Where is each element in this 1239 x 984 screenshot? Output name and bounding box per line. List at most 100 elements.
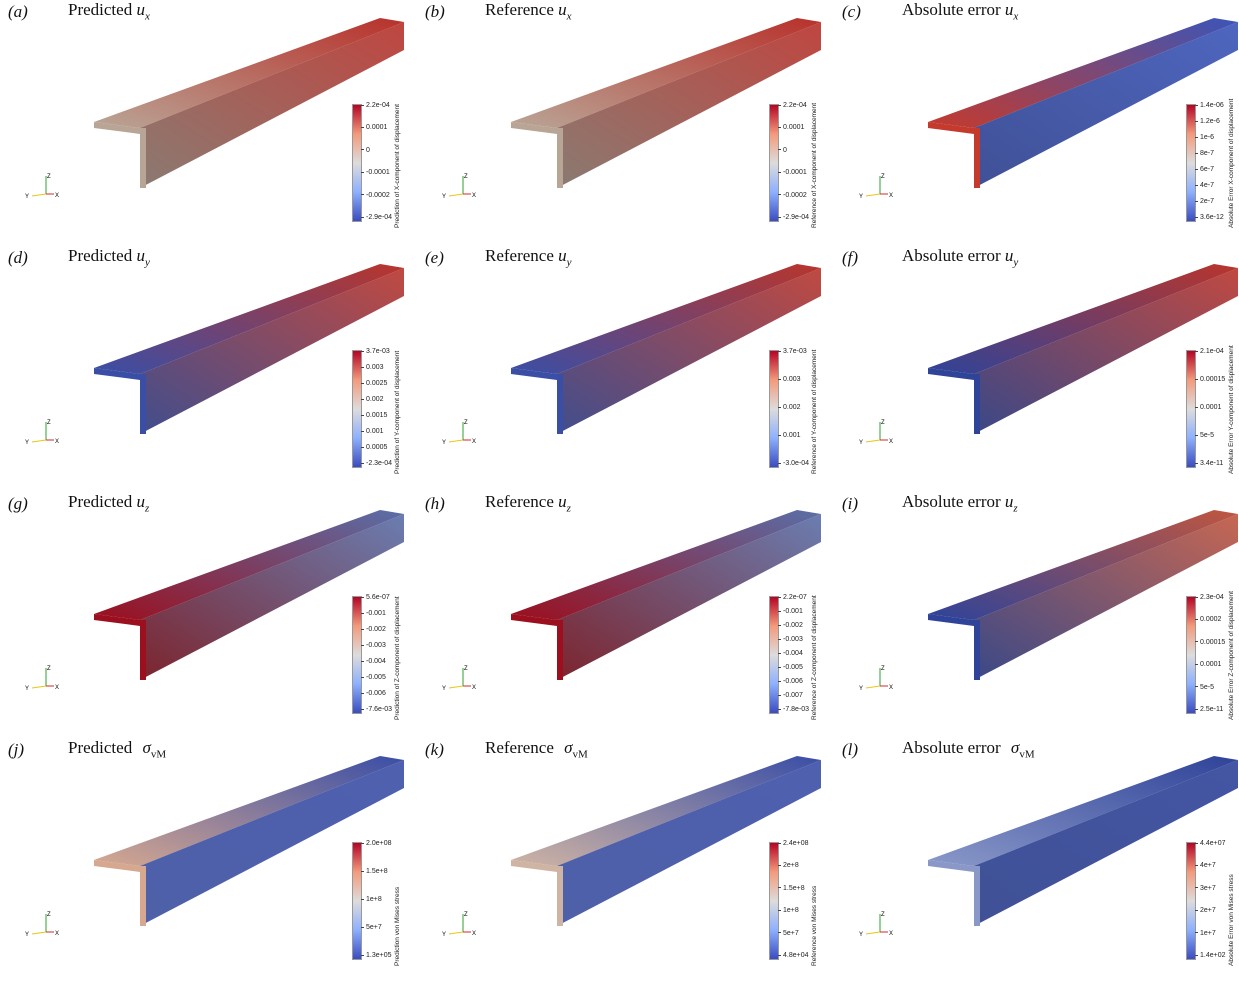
colorbar-tick-label: -3.0e-04 [778,460,809,468]
panel-title: Reference σvM [485,738,588,760]
panel-j: (j) Predicted σvM Z Y X 2.0e+08 1.5e+8 1e+8 5e+7… [0,738,413,984]
colorbar-title: Reference of Z-component of displacement [811,595,818,720]
colorbar-tick-label: 2.2e-07 [778,594,807,602]
panel-title: Absolute error uz [902,492,1018,514]
axis-label-x: X [889,439,893,445]
beam-render [511,510,821,680]
colorbar-tick-label: 3.7e-03 [778,348,807,356]
beam-end-web [140,374,146,434]
colorbar-ticks: 2.3e-04 0.0002 0.00015 0.0001 5e-5 2.5e-11 [1195,594,1235,714]
beam-end-flange [94,860,140,872]
panel-f: (f) Absolute error uy Z Y X 2.1e-04 0.00015 0.0… [834,246,1239,492]
colorbar-title: Absolute Error X-component of displaceme… [1228,98,1235,228]
beam-flange-top [511,510,821,620]
beam-end-flange [94,614,140,626]
panel-label: (e) [425,248,444,267]
axis-label-y: Y [859,440,863,446]
colorbar-ticks: 4.4e+07 4e+7 3e+7 2e+7 1e+7 1.4e+02 [1195,840,1235,960]
panel-title-text: Absolute error [902,246,1005,265]
colorbar-ticks: 2.1e-04 0.00015 0.0001 5e-5 3.4e-11 [1195,348,1235,468]
beam-web-side [557,268,821,434]
colorbar-tick-label: 8e-7 [1195,150,1214,158]
orientation-axes: Z Y X [25,420,59,446]
colorbar-tick-label: 3.6e-12 [1195,214,1224,222]
colorbar-tick-label: -0.004 [778,650,803,658]
panel-title-quantity: uy [558,246,572,269]
beam-web-side [140,22,404,188]
colorbar-tick-label: 5e-5 [1195,684,1214,692]
colorbar-title: Absolute Error Z-component of displaceme… [1228,591,1235,720]
colorbar-tick-label: 0.003 [778,376,801,384]
orientation-axes: Z Y X [859,174,893,200]
beam-end-flange [94,368,140,380]
colorbar-tick-label: 1e+8 [361,896,382,904]
panel-h: (h) Reference uz Z Y X 2.2e-07 -0.001 -0.002 -0.… [417,492,830,738]
colorbar-tick-label: 0.002 [778,404,801,412]
panel-title-quantity: σvM [564,738,588,761]
panel-title: Absolute error σvM [902,738,1035,760]
colorbar-tick-label: -0.0001 [361,169,390,177]
panel-title: Predicted uz [68,492,149,514]
beam-flange-top [511,756,821,866]
orientation-axes: Z Y X [859,420,893,446]
panel-title-text: Reference [485,246,559,265]
axis-label-x: X [889,685,893,691]
colorbar-tick-label: 2e+8 [778,862,799,870]
colorbar-tick-label: 0 [361,147,370,155]
colorbar-tick-label: 0.003 [361,364,384,372]
panel-label: (c) [842,2,861,21]
colorbar-ticks: 1.4e-06 1.2e-6 1e-6 8e-7 6e-7 4e-7 2e-7 3.6e-12 [1195,102,1235,222]
beam-end-web [140,128,146,188]
colorbar-ticks: 3.7e-03 0.003 0.0025 0.002 0.0015 0.001 0.0005… [361,348,401,468]
colorbar-title: Prediction of Z-component of displacemen… [394,596,401,720]
panel-g: (g) Predicted uz Z Y X 5.6e-07 -0.001 -0.002 -0.… [0,492,413,738]
beam-web-side [557,22,821,188]
beam-web-side [974,268,1238,434]
colorbar-tick-label: 0.002 [361,396,384,404]
panel-label: (g) [8,494,28,513]
colorbar-ticks: 2.2e-04 0.0001 0 -0.0001 -0.0002 -2.9e-04 [361,102,401,222]
colorbar [1186,596,1196,714]
panel-e: (e) Reference uy Z Y X 3.7e-03 0.003 0.002 0.001… [417,246,830,492]
beam-end-web [974,374,980,434]
panel-label: (h) [425,494,445,513]
panel-title-quantity: ux [1004,0,1019,23]
colorbar-title: Prediction von Mises stress [394,886,401,966]
axis-label-z: Z [881,420,885,426]
panel-title-quantity: uz [1004,492,1018,515]
colorbar-tick-label: 0.0001 [778,124,804,132]
colorbar-tick-label: 0.00015 [1195,639,1225,647]
beam-flange-top [511,18,821,128]
colorbar-tick-label: 0.00015 [1195,376,1225,384]
colorbar-tick-label: -2.9e-04 [361,214,392,222]
panel-title: Absolute error ux [902,0,1018,22]
colorbar-tick-label: 1.3e+05 [361,952,392,960]
panel-title-text: Predicted [68,0,137,19]
colorbar-tick-label: 2e-7 [1195,198,1214,206]
colorbar-tick-label: -0.006 [778,678,803,686]
colorbar-tick-label: -2.9e-04 [778,214,809,222]
panel-title: Reference uz [485,492,571,514]
colorbar-ticks: 2.2e-07 -0.001 -0.002 -0.003 -0.004 -0.005 -0.… [778,594,818,714]
axis-label-z: Z [47,420,51,426]
beam-flange-top [928,756,1238,866]
beam-web-side [140,268,404,434]
panel-title: Reference ux [485,0,572,22]
beam-end-web [974,128,980,188]
panel-title: Predicted ux [68,0,150,22]
panel-a: (a) Predicted ux Z Y X 2.2e-04 0.0001 0 -0.0001 -… [0,0,413,246]
axis-label-z: Z [881,666,885,672]
colorbar-title: Prediction of X-component of displacemen… [394,104,401,228]
colorbar-tick-label: 0.0001 [361,124,387,132]
colorbar-tick-label: 1.2e-6 [1195,118,1220,126]
axis-label-x: X [889,931,893,937]
beam-render [511,756,821,926]
beam-end-flange [511,122,557,134]
panel-c: (c) Absolute error ux Z Y X 1.4e-06 1.2e-6 1e-6… [834,0,1239,246]
axis-label-z: Z [464,174,468,180]
colorbar-ticks: 2.4e+08 2e+8 1.5e+8 1e+8 5e+7 4.8e+04 [778,840,818,960]
colorbar-tick-label: 0.001 [361,428,384,436]
axis-label-y: Y [442,440,446,446]
orientation-axes: Z Y X [442,912,476,938]
beam-end-web [557,128,563,188]
